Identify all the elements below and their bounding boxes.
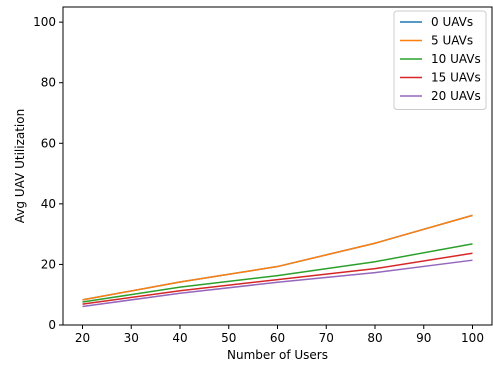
y-tick-label: 80 — [41, 76, 56, 90]
legend-label: 10 UAVs — [431, 52, 481, 66]
x-tick-label: 70 — [319, 331, 334, 345]
x-tick-label: 60 — [270, 331, 285, 345]
x-tick-label: 90 — [416, 331, 431, 345]
legend-label: 20 UAVs — [431, 89, 481, 103]
series-line-20-uavs — [82, 259, 473, 308]
x-axis-label: Number of Users — [227, 348, 328, 362]
series-line-10-uavs — [82, 243, 473, 303]
x-tick-label: 80 — [367, 331, 382, 345]
legend-label: 5 UAVs — [431, 34, 473, 48]
y-tick-label: 20 — [41, 257, 56, 271]
y-axis-label: Avg UAV Utilization — [13, 109, 27, 223]
axis-ticks: 20 30 40 50 60 70 80 90 100 0 20 40 60 80 100 — [33, 15, 484, 345]
y-tick-label: 40 — [41, 197, 56, 211]
series-line-0-uavs — [82, 214, 473, 301]
y-tick-label: 60 — [41, 136, 56, 150]
x-tick-label: 100 — [461, 331, 484, 345]
legend: 0 UAVs 5 UAVs 10 UAVs 15 UAVs 20 UAVs — [393, 10, 487, 110]
x-tick-label: 30 — [124, 331, 139, 345]
x-tick-label: 40 — [172, 331, 187, 345]
x-tick-label: 20 — [75, 331, 90, 345]
legend-label: 0 UAVs — [431, 15, 473, 29]
legend-label: 15 UAVs — [431, 71, 481, 85]
legend-box — [393, 10, 487, 110]
series-lines — [82, 214, 473, 308]
x-tick-label: 50 — [221, 331, 236, 345]
y-tick-label: 0 — [48, 318, 56, 332]
y-tick-label: 100 — [33, 15, 56, 29]
axes-frame — [62, 6, 493, 326]
series-line-15-uavs — [82, 252, 473, 305]
series-line-5-uavs — [82, 214, 473, 301]
